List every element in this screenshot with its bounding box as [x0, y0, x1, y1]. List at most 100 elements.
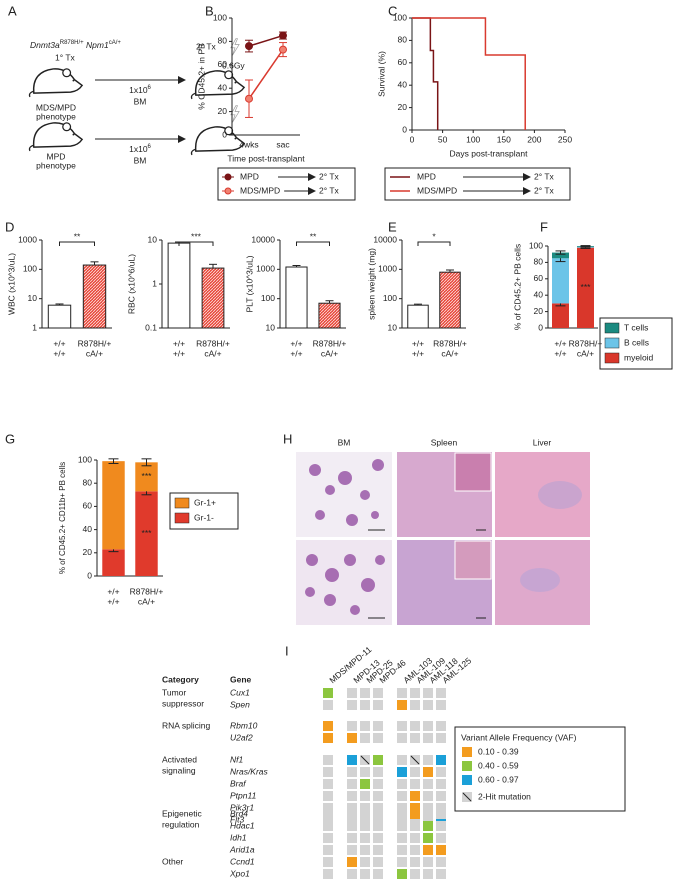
legend-box: [599, 317, 673, 370]
y-tick-label: 20: [83, 547, 93, 557]
panel-label: D: [5, 219, 14, 234]
mutation-cell: [373, 857, 383, 867]
y-tick-label: 1: [32, 322, 37, 332]
mutation-cell: [423, 833, 433, 843]
cell-type: BM: [134, 155, 147, 165]
bar-segment: [102, 461, 125, 550]
y-tick-label: 100: [529, 240, 543, 250]
significance-bracket: [417, 241, 451, 246]
phenotype: MPD: [47, 151, 66, 161]
significance: *: [432, 231, 436, 241]
mutation-cell: [423, 857, 433, 867]
y-tick-label: 40: [83, 524, 93, 534]
mutation-cell: [347, 700, 357, 710]
mutation-cell: [373, 803, 383, 813]
mutation-cell: [347, 755, 357, 765]
panel-label: I: [285, 643, 289, 658]
y-tick-label: 20: [398, 102, 408, 112]
significance: **: [74, 231, 81, 241]
legend-label: 2° Tx: [319, 185, 340, 195]
y-tick-label: 80: [534, 257, 544, 267]
gene-label: Arid1a: [229, 844, 255, 854]
y-tick-label: 10: [388, 322, 398, 332]
bar: [285, 266, 308, 329]
column-label: BM: [338, 437, 351, 447]
category-label: Activated: [162, 754, 197, 764]
legend-label: MPD: [240, 171, 259, 181]
two-hit-slash: [410, 755, 420, 765]
x-axis-label: Time post-transplant: [227, 153, 305, 163]
bar-segment: [552, 252, 569, 259]
x-tick-label: 100: [466, 134, 480, 144]
bm-image: [296, 540, 392, 625]
point: [279, 45, 287, 54]
gene-label: Braf: [230, 778, 247, 788]
legend-label: 2° Tx: [534, 185, 555, 195]
gene-label: Nf1: [230, 754, 244, 764]
mutation-cell: [423, 803, 433, 813]
y-tick-label: 60: [83, 501, 93, 511]
secondary-tx: 2° Tx: [196, 41, 217, 51]
y-tick-label: 60: [534, 273, 544, 283]
survival-line: [412, 17, 439, 130]
bar-segment: [577, 247, 594, 328]
mutation-cell: [423, 755, 433, 765]
mutation-cell: [373, 688, 383, 698]
two-hit-slash: [360, 755, 370, 765]
x-tick-label: +/+: [554, 338, 566, 348]
mutation-cell: [373, 755, 383, 765]
mutation-cell: [360, 791, 370, 801]
bar: [167, 242, 191, 329]
mutation-cell: [423, 845, 433, 855]
mutation-cell: [397, 688, 407, 698]
x-tick-label: 200: [527, 134, 541, 144]
mutation-cell: [423, 821, 433, 831]
legend-label: T cells: [624, 322, 648, 332]
mutation-cell: [410, 815, 420, 825]
y-tick-label: 0: [402, 124, 407, 134]
gene-label: Cux1: [230, 687, 250, 697]
significance-bracket: [178, 241, 214, 246]
mutation-cell: [436, 733, 446, 743]
gene-label: Hdac1: [230, 820, 255, 830]
x-tick-label: R878H/+: [130, 586, 164, 596]
x-tick-label: +/+: [290, 348, 302, 358]
y-tick-label: 60: [218, 59, 228, 69]
y-tick-label: 80: [398, 35, 408, 45]
gene-label: Brd4: [230, 808, 248, 818]
phenotype: phenotype: [36, 160, 76, 170]
genotype: Dnmt3aR878H/+ Npm1cA/+: [30, 40, 121, 51]
legend-marker: [224, 187, 232, 195]
mutation-cell: [436, 791, 446, 801]
cell-dose: 1x106: [129, 85, 151, 96]
mutation-cell: [410, 833, 420, 843]
mutation-cell: [397, 869, 407, 879]
mutation-cell: [423, 791, 433, 801]
mutation-cell: [347, 791, 357, 801]
mutation-cell: [436, 815, 446, 825]
mutation-cell: [373, 791, 383, 801]
x-tick-label: +/+: [107, 586, 119, 596]
mutation-cell: [436, 857, 446, 867]
legend-label: myeloid: [624, 352, 654, 362]
x-tick-label: +/+: [412, 348, 424, 358]
x-tick-label: cA/+: [204, 348, 221, 358]
mutation-cell: [347, 779, 357, 789]
mutation-cell: [360, 779, 370, 789]
mutation-cell: [423, 733, 433, 743]
mutation-cell: [436, 688, 446, 698]
mutation-cell: [347, 803, 357, 813]
legend-marker: [224, 173, 232, 181]
x-tick-label: 0: [410, 134, 415, 144]
gene-label: Ccnd1: [230, 856, 255, 866]
mutation-cell: [347, 821, 357, 831]
mutation-cell: [397, 791, 407, 801]
y-tick-label: 0: [538, 322, 543, 332]
x-tick-label: +/+: [290, 338, 302, 348]
mutation-cell: [360, 869, 370, 879]
mutation-cell: [397, 721, 407, 731]
mutation-cell: [373, 833, 383, 843]
mutation-cell: [397, 821, 407, 831]
significance: ***: [581, 282, 592, 292]
